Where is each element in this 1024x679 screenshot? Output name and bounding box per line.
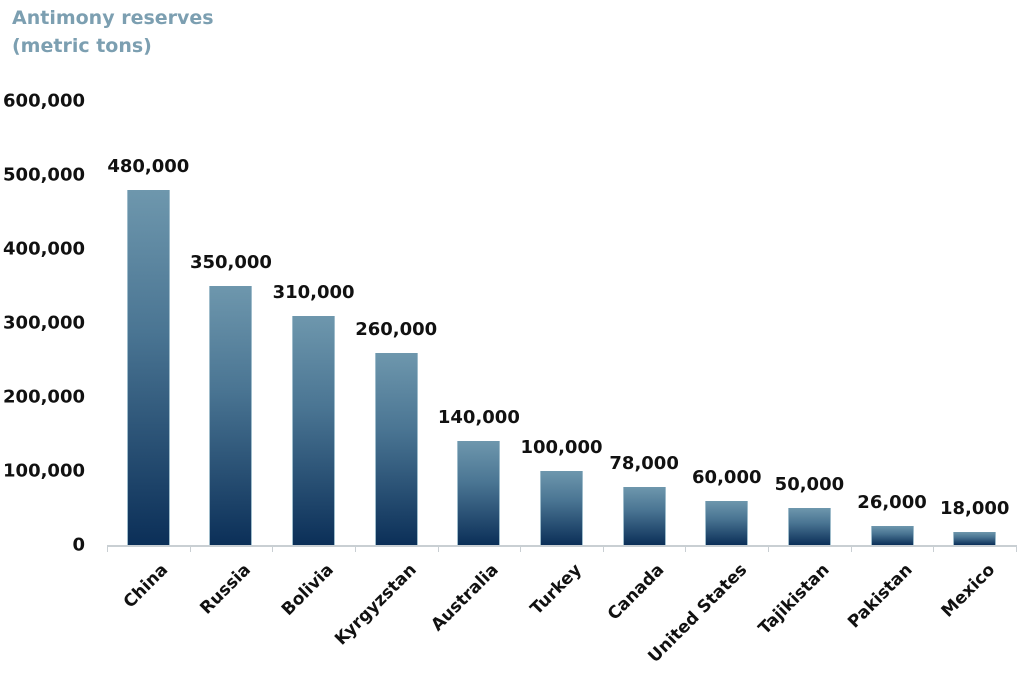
- bar-russia: [209, 286, 253, 545]
- x-tick-label: Pakistan: [843, 560, 917, 633]
- x-tick-label: Turkey: [526, 560, 586, 620]
- y-tick-label: 100,000: [3, 460, 85, 482]
- x-tick: [850, 545, 852, 552]
- data-label: 140,000: [437, 407, 520, 429]
- x-tick: [437, 545, 439, 552]
- data-label: 350,000: [189, 252, 272, 273]
- data-label: 480,000: [107, 155, 190, 177]
- data-label: 310,000: [272, 281, 355, 303]
- y-axis-title: Antimony reserves (metric tons): [12, 4, 214, 60]
- bar-australia: [457, 441, 501, 545]
- data-label: 260,000: [355, 318, 438, 340]
- data-label: 26,000: [857, 491, 927, 513]
- bar-united-states: [705, 500, 749, 545]
- y-tick-label: 500,000: [3, 164, 85, 186]
- data-label: 18,000: [939, 497, 1010, 519]
- x-tick: [602, 545, 604, 552]
- x-tick-label: Kyrgyzstan: [330, 560, 421, 650]
- x-tick: [520, 545, 522, 552]
- data-label: 60,000: [692, 466, 762, 488]
- bar-china: [126, 189, 170, 545]
- x-tick-label: Tajikistan: [754, 560, 834, 639]
- bar-bolivia: [292, 315, 336, 545]
- x-tick: [768, 545, 770, 552]
- data-label: 50,000: [774, 474, 845, 495]
- data-label: 78,000: [609, 453, 679, 475]
- x-tick-label: Russia: [196, 560, 256, 619]
- y-tick-label: 300,000: [3, 312, 85, 334]
- data-label: 100,000: [520, 437, 603, 458]
- bar-turkey: [540, 471, 583, 545]
- x-tick-label: Mexico: [937, 560, 999, 622]
- y-tick-label: 400,000: [3, 238, 85, 260]
- x-tick-label: Australia: [427, 560, 504, 636]
- bar-canada: [622, 487, 666, 545]
- x-axis-line: [107, 545, 1016, 547]
- x-tick: [272, 545, 274, 552]
- x-tick: [189, 545, 191, 552]
- x-tick: [107, 545, 108, 552]
- bar-mexico: [953, 531, 997, 545]
- y-tick-label: 0: [72, 534, 85, 556]
- x-tick: [354, 545, 356, 552]
- x-tick: [1016, 545, 1017, 552]
- x-tick: [933, 545, 935, 552]
- x-tick-label: Bolivia: [277, 560, 338, 620]
- x-tick: [685, 545, 687, 552]
- y-axis-title-line-2: (metric tons): [12, 35, 152, 57]
- y-axis-title-line-1: Antimony reserves: [12, 7, 214, 29]
- bar-pakistan: [870, 525, 914, 545]
- x-tick-label: China: [120, 560, 173, 613]
- y-tick-label: 600,000: [3, 90, 85, 112]
- x-tick-label: Canada: [603, 560, 669, 625]
- y-tick-label: 200,000: [3, 386, 85, 408]
- bar-tajikistan: [787, 508, 831, 545]
- bar-kyrgyzstan: [374, 352, 418, 545]
